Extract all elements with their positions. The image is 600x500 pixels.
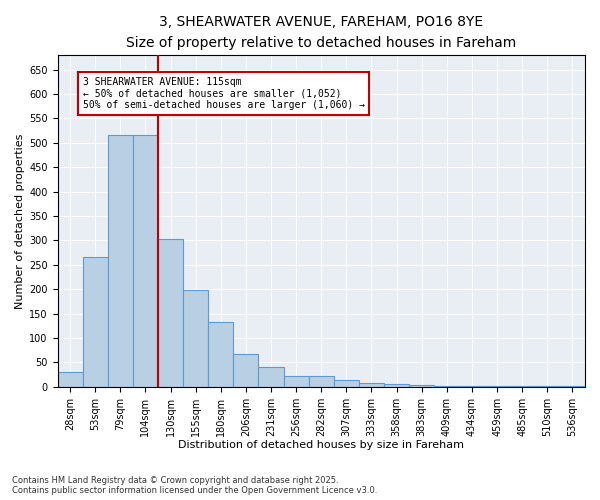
Bar (158, 239, 183, 386)
Bar (108, 136, 133, 386)
Y-axis label: Number of detached properties: Number of detached properties (15, 133, 25, 308)
Bar (208, 322, 233, 386)
X-axis label: Distribution of detached houses by size in Fareham: Distribution of detached houses by size … (178, 440, 464, 450)
Bar (259, 367, 284, 386)
Bar (83, 258, 108, 386)
Bar (359, 384, 384, 386)
Bar (334, 380, 359, 386)
Bar (384, 384, 409, 386)
Title: 3, SHEARWATER AVENUE, FAREHAM, PO16 8YE
Size of property relative to detached ho: 3, SHEARWATER AVENUE, FAREHAM, PO16 8YE … (126, 15, 517, 50)
Bar (233, 354, 259, 386)
Bar (133, 136, 158, 386)
Bar (183, 290, 208, 386)
Text: 3 SHEARWATER AVENUE: 115sqm
← 50% of detached houses are smaller (1,052)
50% of : 3 SHEARWATER AVENUE: 115sqm ← 50% of det… (83, 77, 365, 110)
Bar (308, 376, 334, 386)
Bar (58, 372, 83, 386)
Text: Contains HM Land Registry data © Crown copyright and database right 2025.
Contai: Contains HM Land Registry data © Crown c… (12, 476, 377, 495)
Bar (284, 376, 308, 386)
